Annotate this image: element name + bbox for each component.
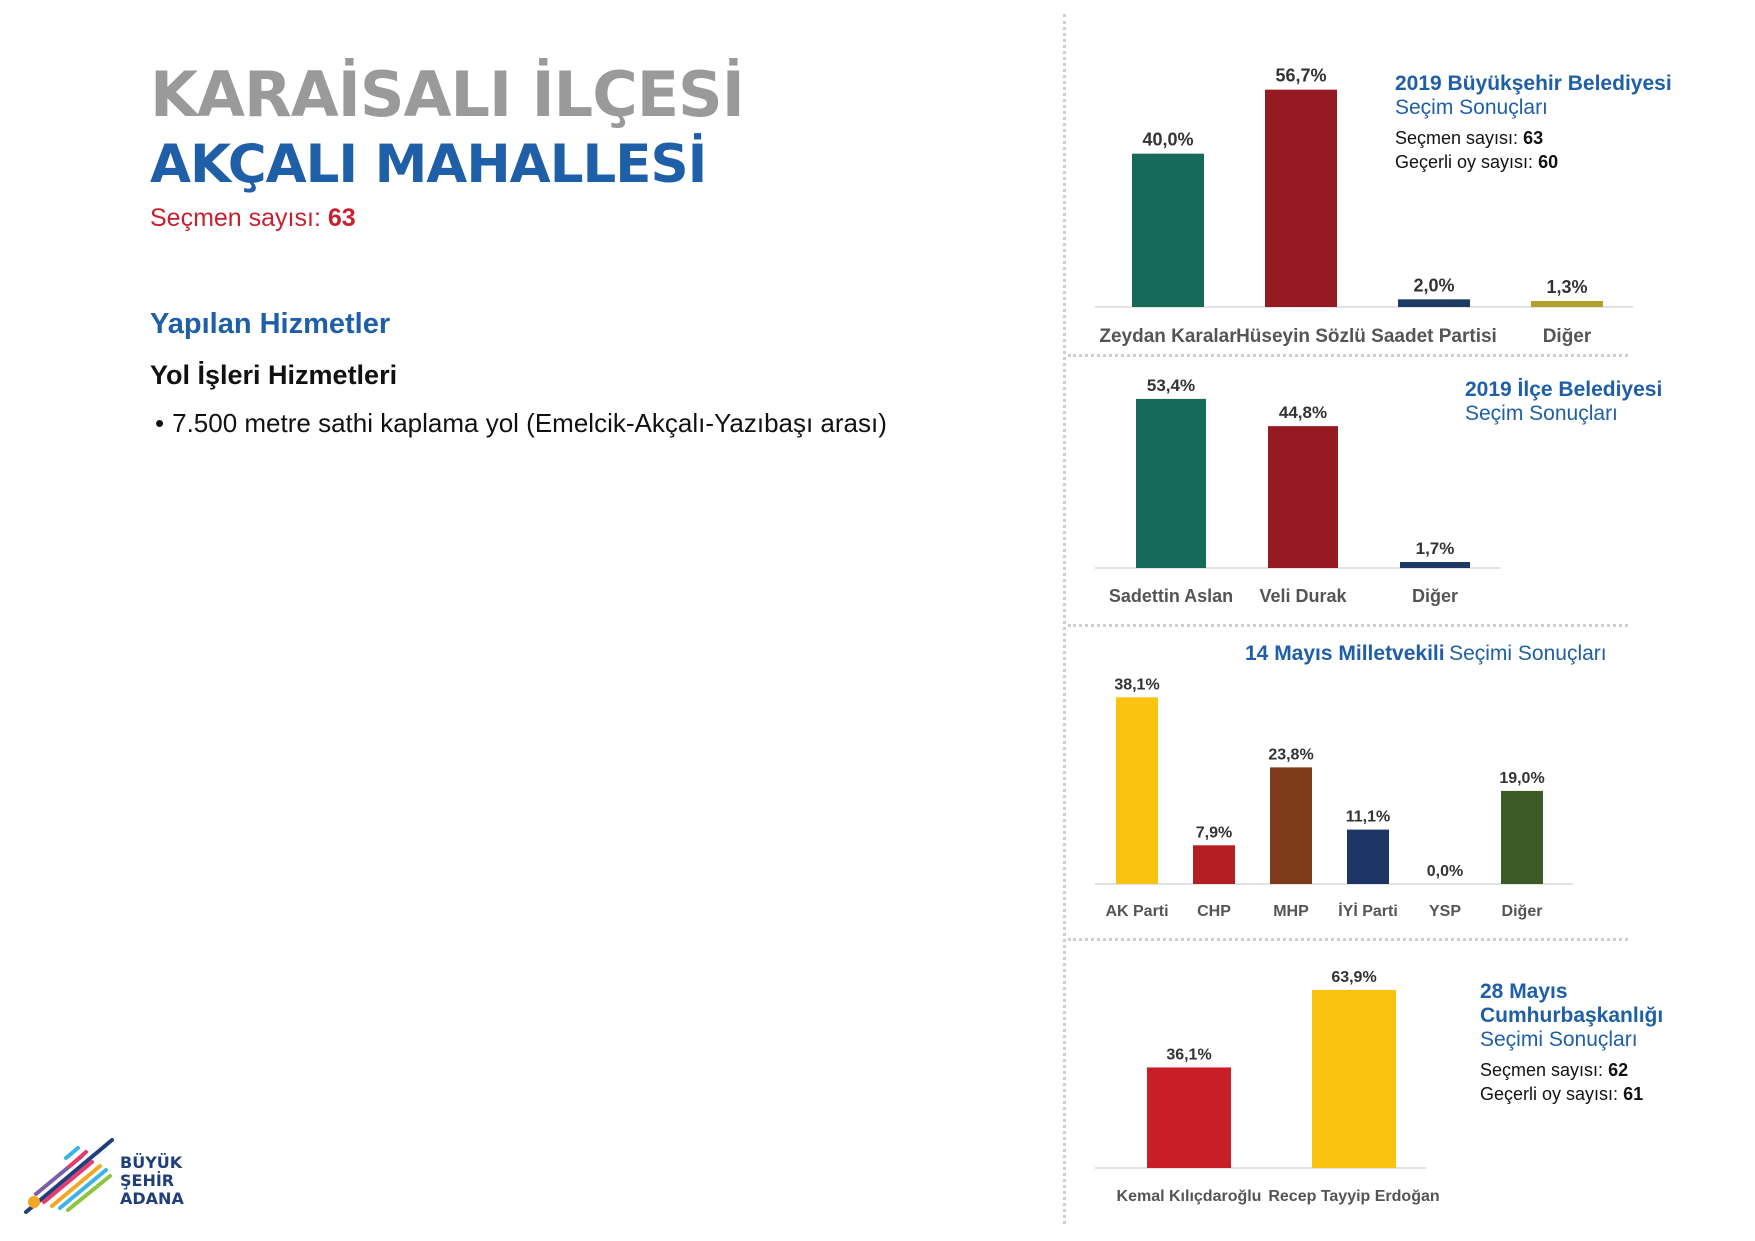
bar <box>1501 790 1543 884</box>
chart-subtitle: Seçimi Sonuçları <box>1449 642 1607 665</box>
meta-label: Seçmen sayısı: <box>1395 128 1519 148</box>
category-label: Saadet Partisi <box>1371 326 1497 347</box>
chart-title: 28 Mayıs Cumhurbaşkanlığı <box>1480 980 1664 1027</box>
category-label: Veli Durak <box>1259 586 1347 606</box>
logo-line-2: ŞEHİR <box>120 1171 175 1190</box>
category-label: Diğer <box>1502 903 1543 920</box>
voter-count: Seçmen sayısı: 63 <box>150 204 356 233</box>
bar-value-label: 36,1% <box>1166 1046 1211 1063</box>
chart-2023-presidential-legend: 28 Mayıs Cumhurbaşkanlığı Seçimi Sonuçla… <box>1480 980 1664 1106</box>
service-list: 7.500 metre sathi kaplama yol (Emelcik-A… <box>150 408 887 439</box>
logo-line-1: BÜYÜK <box>120 1153 183 1172</box>
category-label: CHP <box>1197 903 1231 920</box>
bar <box>1265 89 1337 308</box>
neighborhood-title: AKÇALI MAHALLESİ <box>150 134 707 195</box>
section-divider <box>1068 938 1628 941</box>
chart-title: 2019 Büyükşehir Belediyesi <box>1395 72 1672 95</box>
chart-meta: Seçmen sayısı: 63 Geçerli oy sayısı: 60 <box>1395 126 1672 174</box>
voter-count-value: 63 <box>327 204 356 232</box>
vertical-divider <box>1063 14 1066 1224</box>
category-label: AK Parti <box>1105 903 1168 920</box>
meta-value: 62 <box>1608 1060 1629 1080</box>
chart-2023-parliament-legend: 14 Mayıs Milletvekili Seçimi Sonuçları <box>1245 642 1607 666</box>
services-title: Yapılan Hizmetler <box>150 308 391 340</box>
chart-2023-presidential: 36,1% Kemal Kılıçdaroğlu 63,9% Recep Tayyip… <box>1095 969 1440 1205</box>
logo-mark-icon <box>24 1138 114 1214</box>
voter-count-label: Seçmen sayısı: <box>150 204 321 232</box>
bar <box>1531 301 1603 307</box>
category-label: Hüseyin Sözlü <box>1236 326 1366 347</box>
bar <box>1132 153 1204 307</box>
meta-label: Geçerli oy sayısı: <box>1395 152 1534 172</box>
logo-text: BÜYÜK ŞEHİR ADANA <box>120 1154 184 1208</box>
category-label: Kemal Kılıçdaroğlu <box>1117 1188 1262 1205</box>
chart-title: 2019 İlçe Belediyesi <box>1465 378 1663 401</box>
chart-subtitle: Seçim Sonuçları <box>1465 402 1618 425</box>
meta-label: Seçmen sayısı: <box>1480 1060 1604 1080</box>
meta-value: 63 <box>1523 128 1544 148</box>
chart-2019-district-legend: 2019 İlçe Belediyesi Seçim Sonuçları <box>1465 378 1662 426</box>
bar <box>1136 398 1206 568</box>
section-divider <box>1068 624 1628 627</box>
chart-title: 14 Mayıs Milletvekili <box>1245 642 1445 665</box>
bar <box>1347 829 1389 884</box>
category-label: Diğer <box>1543 326 1592 347</box>
chart-subtitle: Seçimi Sonuçları <box>1480 1028 1638 1051</box>
category-label: YSP <box>1429 903 1461 920</box>
chart-meta: Seçmen sayısı: 62 Geçerli oy sayısı: 61 <box>1480 1058 1660 1106</box>
bar-value-label: 53,4% <box>1147 376 1195 395</box>
bar <box>1270 767 1312 884</box>
bar-value-label: 2,0% <box>1413 275 1454 295</box>
bar-value-label: 0,0% <box>1427 863 1463 880</box>
category-label: Sadettin Aslan <box>1109 586 1233 606</box>
meta-label: Geçerli oy sayısı: <box>1480 1084 1619 1104</box>
services-subtitle: Yol İşleri Hizmetleri <box>150 360 398 390</box>
bar <box>1116 697 1158 884</box>
bar-value-label: 23,8% <box>1268 746 1313 763</box>
bar <box>1147 1067 1231 1168</box>
bar <box>1193 845 1235 884</box>
bar-value-label: 7,9% <box>1196 824 1232 841</box>
chart-2019-metropolitan-legend: 2019 Büyükşehir Belediyesi Seçim Sonuçla… <box>1395 72 1672 174</box>
bar-value-label: 1,7% <box>1416 539 1455 558</box>
chart-2023-parliament: 38,1% AK Parti 7,9% CHP 23,8% MHP 11,1% İYİ Par… <box>1095 676 1573 920</box>
adana-logo: BÜYÜK ŞEHİR ADANA <box>22 1128 202 1218</box>
district-title: KARAİSALI İLÇESİ <box>150 58 745 131</box>
chart-2019-metropolitan: 40,0% Zeydan Karalar 56,7% Hüseyin Sözlü 2,0… <box>1095 66 1633 347</box>
bar <box>1268 426 1338 568</box>
section-divider <box>1068 354 1628 357</box>
bar-value-label: 1,3% <box>1546 277 1587 297</box>
chart-2019-district: 53,4% Sadettin Aslan 44,8% Veli Durak 1,7% Di… <box>1095 376 1500 606</box>
bar-value-label: 56,7% <box>1275 66 1326 86</box>
category-label: MHP <box>1273 903 1309 920</box>
bar <box>1400 562 1470 568</box>
meta-value: 60 <box>1538 152 1559 172</box>
category-label: Diğer <box>1412 586 1458 606</box>
bar-value-label: 40,0% <box>1142 130 1193 150</box>
logo-line-3: ADANA <box>120 1189 184 1208</box>
meta-value: 61 <box>1623 1084 1644 1104</box>
bar <box>1312 989 1396 1168</box>
category-label: Zeydan Karalar <box>1099 326 1237 347</box>
chart-subtitle: Seçim Sonuçları <box>1395 96 1548 119</box>
bar-value-label: 38,1% <box>1114 676 1159 693</box>
bar-value-label: 44,8% <box>1279 403 1327 422</box>
service-item: 7.500 metre sathi kaplama yol (Emelcik-A… <box>150 408 887 439</box>
bar-value-label: 11,1% <box>1346 809 1390 826</box>
bar-value-label: 63,9% <box>1331 969 1376 986</box>
bar-value-label: 19,0% <box>1499 770 1544 787</box>
bar <box>1398 299 1470 307</box>
category-label: İYİ Parti <box>1338 902 1398 920</box>
category-label: Recep Tayyip Erdoğan <box>1268 1188 1439 1205</box>
